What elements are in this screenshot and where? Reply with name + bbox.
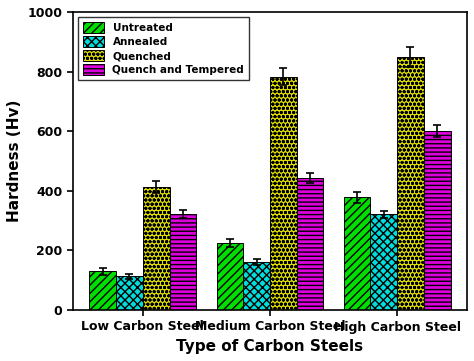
Bar xyxy=(370,214,397,310)
Bar xyxy=(397,57,424,310)
X-axis label: Type of Carbon Steels: Type of Carbon Steels xyxy=(176,339,364,354)
Bar xyxy=(270,77,297,310)
Legend: Untreated, Annealed, Quenched, Quench and Tempered: Untreated, Annealed, Quenched, Quench an… xyxy=(78,17,249,81)
Y-axis label: Hardness (Hv): Hardness (Hv) xyxy=(7,100,22,222)
Bar xyxy=(170,214,196,310)
Bar xyxy=(297,178,323,310)
Bar xyxy=(243,262,270,310)
Bar xyxy=(116,277,143,310)
Bar xyxy=(217,243,243,310)
Bar xyxy=(344,197,370,310)
Bar xyxy=(424,131,450,310)
Bar xyxy=(90,271,116,310)
Bar xyxy=(143,187,170,310)
